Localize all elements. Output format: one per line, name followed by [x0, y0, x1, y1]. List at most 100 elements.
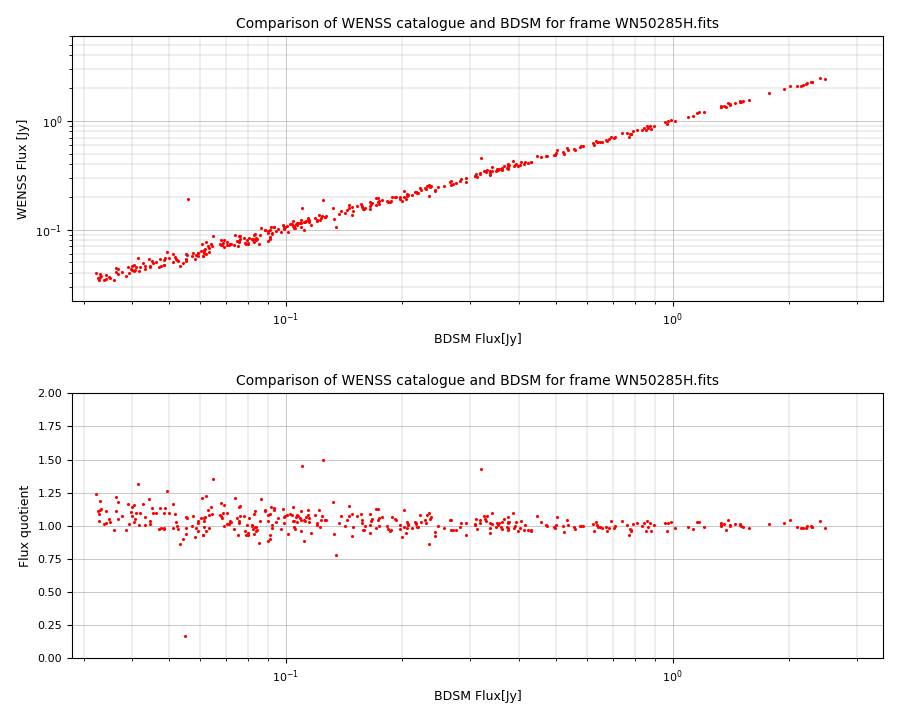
Point: [290, 510, 304, 521]
Point: [173, 261, 187, 272]
Point: [500, 162, 514, 174]
Point: [170, 520, 184, 531]
Point: [125, 261, 140, 272]
Point: [640, 122, 654, 134]
Point: [623, 523, 637, 535]
Point: [202, 510, 216, 521]
Point: [290, 516, 304, 528]
Point: [626, 518, 640, 530]
Point: [473, 514, 488, 526]
Point: [500, 518, 515, 529]
Point: [294, 460, 309, 472]
Point: [479, 166, 493, 178]
Point: [241, 232, 256, 243]
Point: [663, 114, 678, 126]
Point: [356, 204, 371, 215]
Point: [668, 115, 682, 127]
Point: [355, 202, 369, 213]
Point: [166, 498, 180, 510]
Point: [602, 134, 616, 145]
Point: [560, 515, 574, 526]
Point: [363, 527, 377, 539]
Point: [319, 514, 333, 526]
Point: [248, 521, 262, 533]
Point: [734, 520, 748, 531]
Point: [621, 131, 635, 143]
Point: [431, 520, 446, 531]
Point: [418, 514, 432, 526]
Point: [159, 485, 174, 496]
Title: Comparison of WENSS catalogue and BDSM for frame WN50285H.fits: Comparison of WENSS catalogue and BDSM f…: [236, 374, 719, 388]
Point: [369, 503, 383, 515]
Point: [109, 266, 123, 278]
Point: [444, 179, 458, 190]
Point: [404, 189, 419, 201]
Point: [249, 521, 264, 533]
Point: [284, 510, 299, 521]
Point: [742, 522, 756, 534]
Point: [99, 269, 113, 281]
Point: [495, 523, 509, 535]
Point: [480, 510, 494, 522]
Point: [289, 218, 303, 230]
Point: [524, 156, 538, 168]
Point: [247, 229, 261, 240]
Point: [176, 533, 191, 544]
Point: [524, 524, 538, 536]
Point: [418, 184, 433, 195]
X-axis label: BDSM Flux[Jy]: BDSM Flux[Jy]: [434, 690, 521, 703]
Point: [540, 521, 554, 532]
Point: [728, 97, 742, 109]
Point: [265, 228, 279, 240]
Point: [624, 525, 638, 536]
Point: [691, 516, 706, 528]
Point: [478, 513, 492, 524]
Point: [399, 528, 413, 539]
Point: [241, 238, 256, 249]
Point: [162, 508, 176, 519]
Point: [274, 226, 288, 238]
Point: [436, 181, 451, 192]
Point: [388, 191, 402, 202]
Point: [213, 238, 228, 250]
Point: [91, 505, 105, 517]
Point: [265, 228, 279, 239]
Point: [567, 144, 581, 156]
Point: [661, 525, 675, 536]
Point: [400, 516, 415, 528]
Point: [509, 517, 524, 528]
X-axis label: BDSM Flux[Jy]: BDSM Flux[Jy]: [434, 333, 521, 346]
Point: [549, 148, 563, 159]
Point: [109, 505, 123, 516]
Point: [404, 522, 419, 534]
Point: [289, 511, 303, 523]
Point: [199, 237, 213, 248]
Point: [495, 164, 509, 176]
Point: [491, 164, 506, 176]
Point: [185, 247, 200, 258]
Point: [179, 512, 194, 523]
Point: [213, 235, 228, 246]
Point: [715, 101, 729, 112]
Point: [644, 517, 658, 528]
Point: [340, 204, 355, 216]
Point: [586, 137, 600, 148]
Point: [194, 512, 208, 523]
Point: [115, 266, 130, 278]
Point: [356, 524, 371, 536]
Point: [686, 110, 700, 122]
Point: [154, 260, 168, 271]
Point: [258, 505, 273, 516]
Point: [297, 514, 311, 526]
Point: [99, 505, 113, 517]
Point: [431, 181, 446, 192]
Point: [265, 522, 279, 534]
Point: [428, 184, 443, 196]
Point: [534, 150, 548, 162]
Point: [454, 517, 468, 528]
Point: [586, 518, 600, 530]
Point: [245, 519, 259, 531]
Point: [591, 521, 606, 533]
Point: [168, 251, 183, 263]
Point: [338, 207, 353, 219]
